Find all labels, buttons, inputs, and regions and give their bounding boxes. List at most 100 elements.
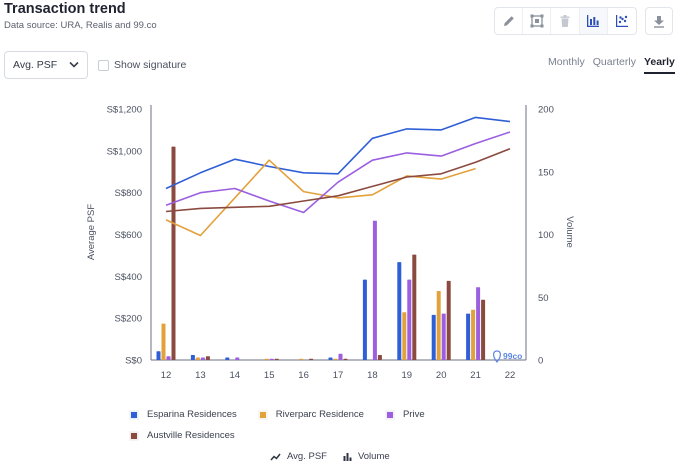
show-signature-label: Show signature [114,59,187,71]
y-right-tick-label: 50 [538,293,549,304]
metric-select[interactable]: Avg. PSF [4,51,88,79]
delete-tool-button[interactable] [551,8,580,34]
volume-bar [200,357,205,360]
watermark-99co: 99co [503,351,522,361]
volume-bar [274,358,279,360]
legend-swatch [385,410,394,419]
volume-bar [338,353,343,360]
volume-bar [235,357,240,360]
volume-bar [195,357,200,360]
x-tick-label: 19 [402,370,413,381]
x-tick-label: 13 [195,370,206,381]
watermark-pin-icon [493,350,501,363]
volume-bar [446,280,451,360]
y-right-tick-label: 200 [538,105,554,116]
chart-toolbar [494,7,637,35]
volume-bar [166,356,171,360]
scatter-plot-tool-button[interactable] [608,8,636,34]
volume-bar [205,356,210,360]
download-button[interactable] [645,7,673,35]
select-area-tool-button[interactable] [523,8,552,34]
period-tabs: Monthly Quarterly Yearly [548,56,675,74]
y-left-tick-label: S$800 [115,188,142,199]
legend-label: Esparina Residences [147,409,237,420]
legend-label: Austville Residences [147,430,235,441]
x-tick-label: 15 [264,370,275,381]
legend-item[interactable]: Esparina Residences [130,404,237,425]
bar-chart-tool-button[interactable] [579,8,608,34]
volume-bar [269,358,274,360]
x-tick-label: 22 [505,370,516,381]
bar-volume-icon [343,453,352,461]
volume-bar [299,358,304,360]
scatter-plot-icon [615,15,628,27]
volume-bar [441,313,446,360]
volume-bar [264,358,269,360]
x-tick-label: 16 [298,370,309,381]
pencil-icon [503,16,514,26]
volume-bar [476,287,481,360]
volume-bar [436,290,441,360]
volume-bar [309,358,314,360]
y-right-tick-label: 0 [538,356,543,367]
volume-bar [431,314,436,360]
x-tick-label: 20 [436,370,447,381]
tab-quarterly[interactable]: Quarterly [592,56,636,68]
tab-yearly[interactable]: Yearly [643,56,675,74]
chevron-down-icon [69,61,79,68]
volume-bar [156,351,161,360]
volume-bar [372,220,377,360]
volume-bar [328,357,333,360]
y-right-tick-label: 100 [538,230,554,241]
pencil-tool-button[interactable] [495,8,524,34]
volume-bar [407,279,412,360]
transaction-trend-chart: S$0 S$200 S$400 S$600 S$800 S$1,000 S$1,200 0 50… [86,105,575,382]
y-left-tick-label: S$1,200 [107,105,142,116]
y-left-tick-label: S$0 [125,356,142,367]
legend-item[interactable]: Riverparc Residence [258,404,364,425]
y-left-axis-label: Average PSF [86,204,97,261]
bar-chart-icon [587,15,600,27]
page-title: Transaction trend [4,1,126,17]
view-mode-toggle: Avg. PSF Volume [270,451,406,462]
x-tick-label: 17 [333,370,344,381]
mode-volume-label: Volume [357,451,390,462]
download-icon [654,15,664,28]
x-tick-label: 18 [367,370,378,381]
volume-bar [377,354,382,360]
legend-item[interactable]: Austville Residences [130,425,235,446]
y-left-tick-label: S$200 [115,314,142,325]
volume-bar [161,323,166,360]
volume-bar [225,357,230,360]
legend-swatch [258,410,267,419]
avg-psf-line [165,147,511,213]
legend-swatch [130,410,138,419]
legend-item[interactable]: Prive [385,404,425,425]
x-tick-label: 21 [470,370,481,381]
avg-psf-line [165,116,511,190]
avg-psf-line [165,131,511,214]
show-signature-toggle[interactable]: Show signature [98,59,186,71]
trend-line-icon [270,453,281,460]
mode-avg-psf-label: Avg. PSF [287,451,327,462]
volume-bar [466,313,471,360]
volume-bar [402,312,407,360]
mode-volume[interactable]: Volume [343,451,390,462]
volume-bar [171,146,176,360]
legend-swatch [130,431,138,440]
volume-bar [333,358,338,360]
legend-label: Riverparc Residence [275,409,364,420]
x-tick-label: 12 [161,370,172,381]
volume-bar [190,354,195,360]
y-left-tick-label: S$400 [115,272,142,283]
tab-monthly[interactable]: Monthly [548,56,585,68]
volume-bar [397,262,402,360]
volume-bar [343,358,348,360]
y-right-axis-label: Volume [564,216,575,248]
mode-avg-psf[interactable]: Avg. PSF [270,451,327,462]
data-source-caption: Data source: URA, Realis and 99.co [4,20,157,31]
volume-bar [362,279,367,360]
volume-bar [481,299,486,360]
metric-select-value: Avg. PSF [13,59,58,71]
show-signature-checkbox[interactable] [98,59,109,71]
